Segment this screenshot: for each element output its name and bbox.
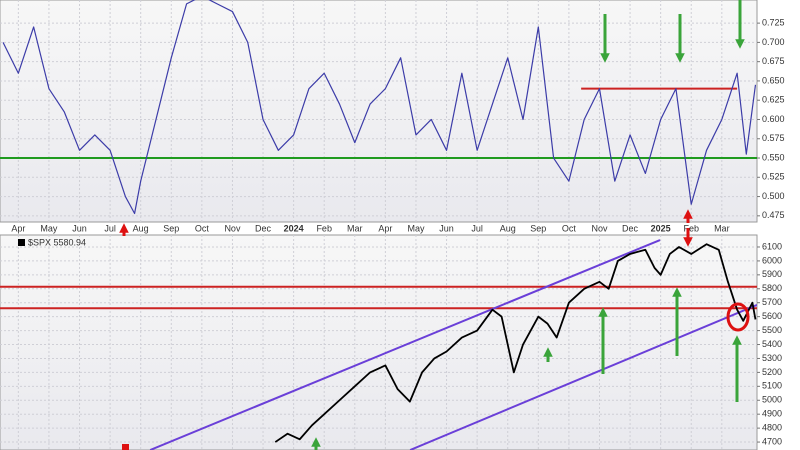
x-tick-label: Feb [683,223,699,233]
y-tick-label: 5300 [762,353,782,363]
y-tick-label: 4900 [762,409,782,419]
y-tick-label: 5800 [762,283,782,293]
x-tick-label: Nov [224,223,241,233]
x-tick-label: Apr [378,223,392,233]
y-tick-label: 4700 [762,436,782,446]
x-tick-label: May [40,223,58,233]
x-tick-label: Nov [591,223,608,233]
y-tick-label: 0.475 [762,210,785,220]
y-tick-label: 4800 [762,422,782,432]
y-tick-label: 6100 [762,241,782,251]
data-line [274,243,757,443]
y-tick-label: 5600 [762,311,782,321]
y-tick-label: 5900 [762,269,782,279]
x-tick-label: Jul [104,223,116,233]
y-tick-label: 0.525 [762,172,785,182]
x-tick-label: Jul [471,223,483,233]
data-line [2,0,757,215]
x-tick-label: Mar [347,223,363,233]
annotations [119,0,750,450]
y-tick-label: 0.550 [762,152,785,162]
y-tick-label: 5500 [762,325,782,335]
x-tick-label: Oct [562,223,577,233]
marker [122,444,129,450]
x-tick-label: Jun [439,223,454,233]
y-tick-label: 0.700 [762,37,785,47]
y-tick-label: 0.575 [762,133,785,143]
y-tick-label: 6000 [762,255,782,265]
y-tick-label: 0.725 [762,18,785,28]
x-tick-label: Sep [530,223,546,233]
y-tick-label: 5100 [762,381,782,391]
x-tick-label: Dec [622,223,639,233]
x-tick-label: May [407,223,425,233]
x-tick-label: Dec [255,223,272,233]
x-tick-label: 2025 [651,223,671,233]
trend-line [149,239,661,450]
x-tick-label: Aug [133,223,149,233]
trend-line [409,304,757,450]
x-tick-label: Sep [163,223,179,233]
y-tick-label: 5200 [762,367,782,377]
legend-label: $SPX 5580.94 [28,237,86,247]
highlight-circle [726,302,750,332]
panel-top [0,0,758,223]
y-tick-label: 5700 [762,297,782,307]
x-tick-label: 2024 [284,223,304,233]
plot-area [0,0,757,222]
y-tick-label: 5000 [762,395,782,405]
x-tick-label: Feb [316,223,332,233]
legend-swatch [18,239,25,246]
plot-area [0,235,757,450]
y-tick-label: 0.625 [762,95,785,105]
x-tick-label: Apr [11,223,25,233]
y-tick-label: 0.500 [762,191,785,201]
y-tick-label: 0.650 [762,75,785,85]
x-tick-label: Jun [72,223,87,233]
x-tick-label: Aug [500,223,516,233]
x-tick-label: Mar [714,223,730,233]
x-tick-label: Oct [195,223,210,233]
panel-bottom [0,234,758,450]
y-tick-label: 0.675 [762,56,785,66]
y-tick-label: 0.600 [762,114,785,124]
y-tick-label: 5400 [762,339,782,349]
